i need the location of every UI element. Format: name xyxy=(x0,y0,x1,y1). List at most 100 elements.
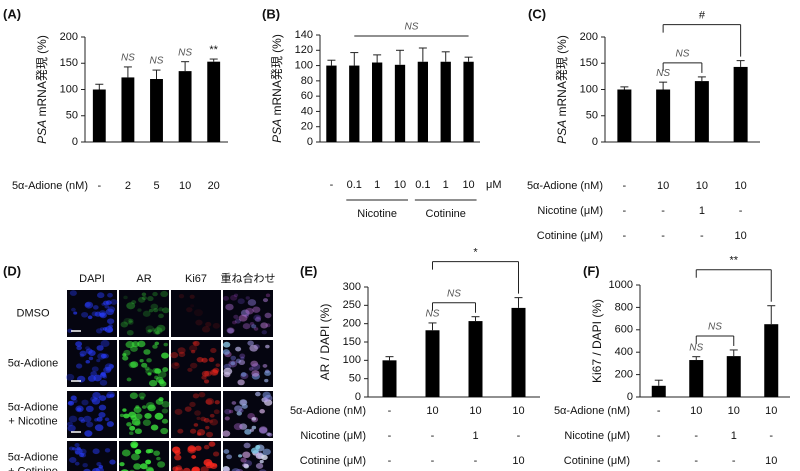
bar xyxy=(326,65,337,142)
cell xyxy=(184,406,192,412)
y-tick-label: 300 xyxy=(343,281,361,293)
cell xyxy=(130,415,137,421)
cell xyxy=(137,340,146,348)
cell xyxy=(67,421,74,427)
cell xyxy=(235,468,244,471)
condition-cell: - xyxy=(474,455,478,467)
cell xyxy=(192,341,197,345)
cell xyxy=(126,422,132,427)
y-tick-label: 100 xyxy=(60,83,78,95)
cell xyxy=(206,431,214,438)
panel-label: (C) xyxy=(528,6,546,21)
y-tick-label: 200 xyxy=(343,318,361,330)
cell xyxy=(190,349,196,354)
cell xyxy=(153,450,161,456)
cell xyxy=(79,350,87,357)
cell xyxy=(71,307,76,312)
row-label: DMSO xyxy=(17,307,50,319)
cell xyxy=(154,368,162,374)
condition-cell: 10 xyxy=(728,405,740,417)
cell xyxy=(155,331,160,335)
condition-unit: μM xyxy=(486,179,502,191)
condition-cell: - xyxy=(388,405,392,417)
cell xyxy=(249,428,254,432)
condition-cell: - xyxy=(431,455,435,467)
cell xyxy=(253,327,259,331)
y-tick-label: 150 xyxy=(580,57,598,69)
cell xyxy=(198,391,206,398)
condition-label: Cotinine (μM) xyxy=(564,455,630,467)
cell xyxy=(84,301,94,309)
cell xyxy=(195,319,203,326)
bar xyxy=(651,385,666,397)
cell xyxy=(122,355,129,361)
cell xyxy=(144,366,150,371)
cell xyxy=(214,400,220,405)
bracket-label: ** xyxy=(729,255,738,267)
cell xyxy=(190,362,198,369)
micrograph xyxy=(223,290,273,337)
cell xyxy=(141,295,147,301)
condition-cell: 20 xyxy=(208,180,220,192)
y-tick-label: 150 xyxy=(343,336,361,348)
cell xyxy=(183,467,191,471)
cell xyxy=(107,306,116,313)
cell xyxy=(211,369,219,375)
condition-cell: - xyxy=(657,430,661,442)
cell xyxy=(231,320,237,325)
y-tick-label: 0 xyxy=(592,136,598,148)
cell xyxy=(205,321,212,327)
cell xyxy=(125,341,135,349)
cell xyxy=(110,299,118,305)
row-label: 5α-Adione + Nicotine xyxy=(8,401,58,427)
cell xyxy=(209,413,215,418)
significance-label: ** xyxy=(209,44,218,56)
condition-cell: - xyxy=(517,430,521,442)
cell xyxy=(231,468,241,471)
micrograph xyxy=(171,340,221,387)
bar xyxy=(394,64,406,142)
cell xyxy=(152,291,158,297)
cell xyxy=(94,424,104,432)
cell xyxy=(224,416,230,421)
condition-cell: 10 xyxy=(462,179,474,191)
condition-cell: 10 xyxy=(690,405,702,417)
cell xyxy=(190,467,200,471)
cell xyxy=(96,416,103,422)
cell xyxy=(146,467,154,471)
y-tick-label: 0 xyxy=(355,391,361,403)
cell xyxy=(193,423,199,427)
panel-label: (A) xyxy=(3,6,21,21)
condition-cell: 10 xyxy=(765,405,777,417)
cell xyxy=(249,321,255,326)
bar xyxy=(349,65,360,142)
condition-cell: - xyxy=(623,205,627,217)
bar xyxy=(689,360,704,397)
y-tick-label: 50 xyxy=(66,110,78,122)
cell xyxy=(80,452,87,458)
cell xyxy=(212,463,218,467)
cell xyxy=(81,311,89,318)
cell xyxy=(223,296,230,301)
condition-cell: - xyxy=(388,430,392,442)
condition-cell: 10 xyxy=(512,405,524,417)
cell xyxy=(123,295,128,300)
cell xyxy=(142,310,151,317)
cell xyxy=(208,357,215,363)
cell xyxy=(74,450,80,455)
cell xyxy=(158,313,164,319)
condition-label: Cotinine (μM) xyxy=(300,455,366,467)
cell xyxy=(108,364,115,369)
condition-cell: 10 xyxy=(657,180,669,192)
cell xyxy=(146,358,152,363)
cell xyxy=(234,318,241,324)
cell xyxy=(196,356,204,363)
cell xyxy=(96,345,104,351)
cell xyxy=(153,327,163,334)
cell xyxy=(233,314,239,319)
bar xyxy=(417,61,428,142)
cell xyxy=(141,292,147,297)
condition-cell: 10 xyxy=(696,180,708,192)
cell xyxy=(234,405,243,412)
